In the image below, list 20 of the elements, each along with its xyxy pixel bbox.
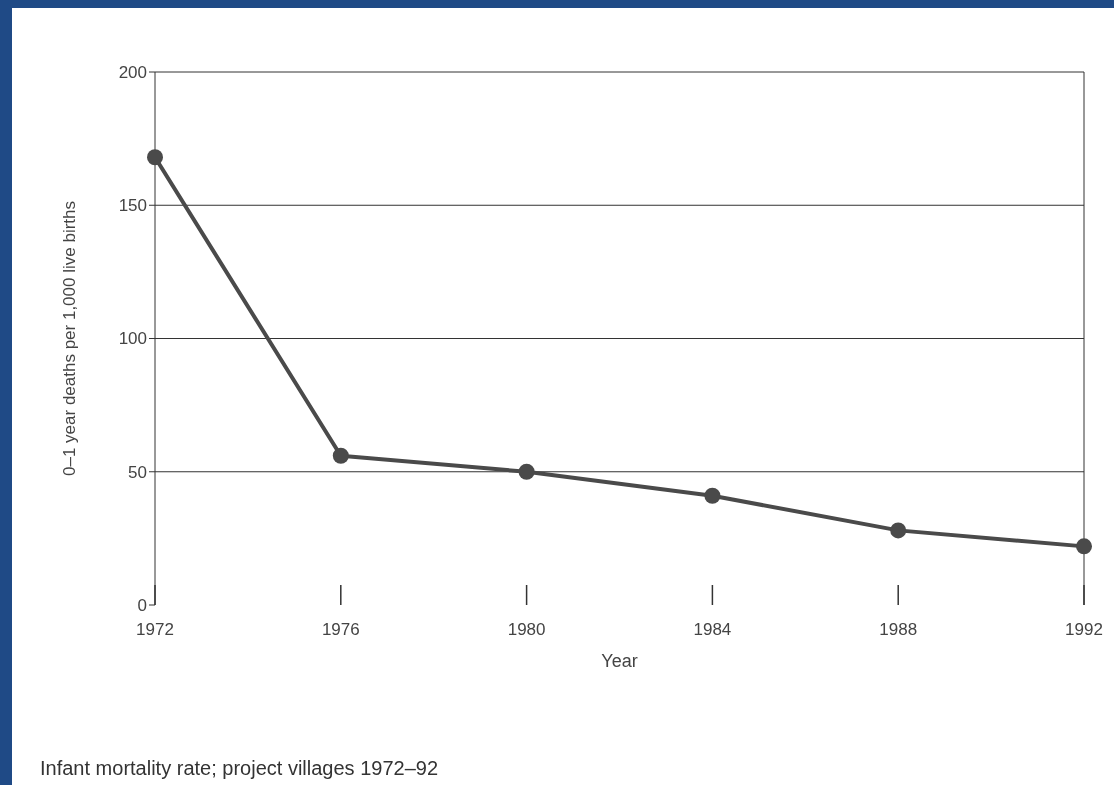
point [890,522,907,539]
point [518,463,535,480]
y-axis-title: 0–1 year deaths per 1,000 live births [60,200,79,477]
x-tick-label: 1976 [321,620,360,639]
point [147,149,163,166]
y-tick-label: 200 [118,62,147,82]
x-tick-label: 1984 [693,620,732,639]
y-tick-label: 50 [128,462,147,482]
x-tick-label: 1992 [1065,620,1103,639]
point [704,487,721,504]
x-tick-label: 1980 [507,620,546,639]
y-tick-label: 0 [137,595,147,615]
x-axis-title: Year [601,651,638,671]
y-tick-label: 100 [118,329,147,349]
y-tick-label: 150 [118,196,147,216]
x-tick-label: 1988 [879,620,918,639]
text: Infant mortality rate; project villages 1972–92 [40,757,438,779]
x-tick-label: 1972 [136,620,174,639]
point [332,447,349,464]
point [1076,538,1092,555]
